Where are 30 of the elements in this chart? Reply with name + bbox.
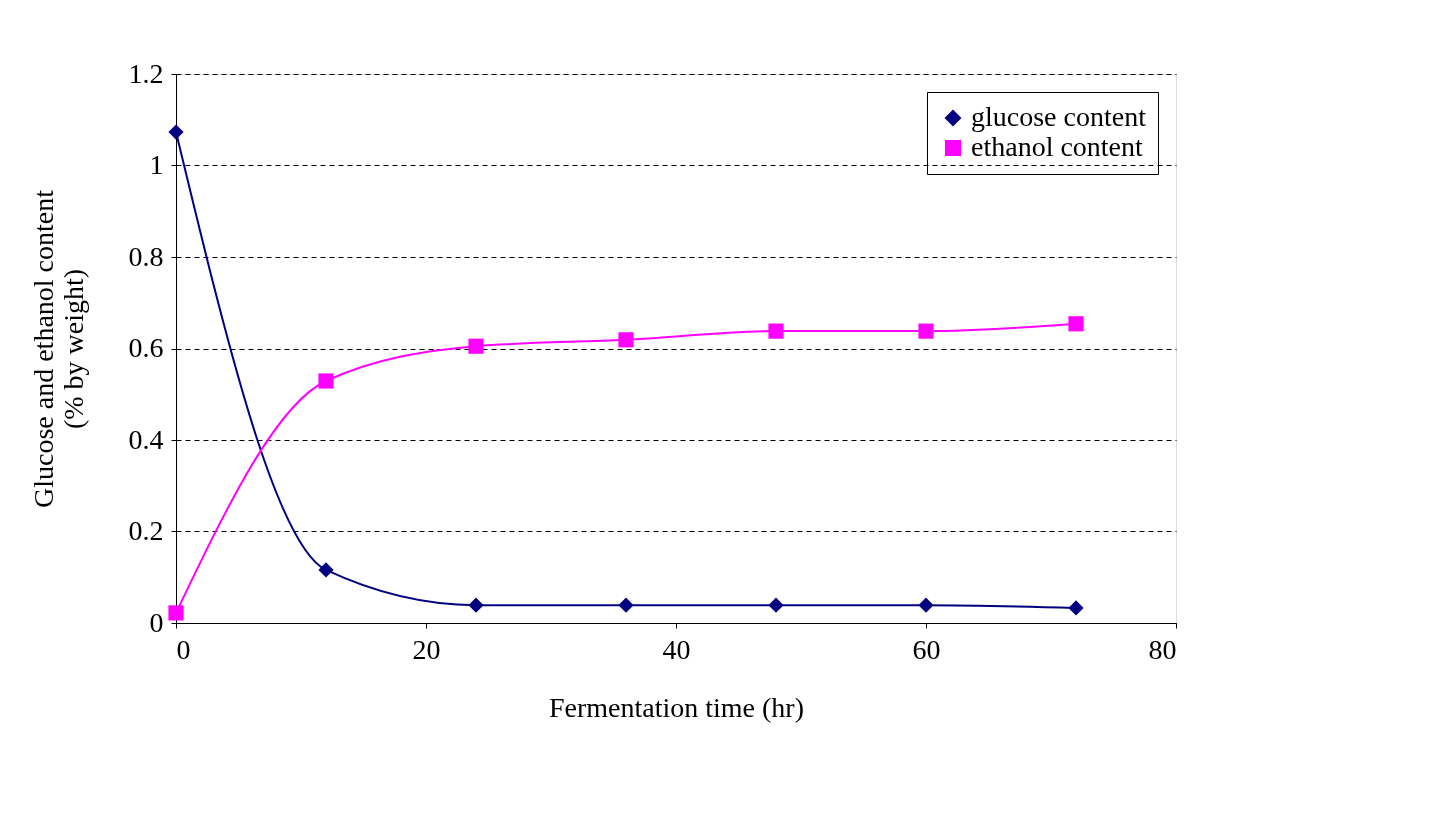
point — [318, 373, 334, 389]
y-tick-label: 0 — [149, 606, 164, 638]
y-tick-label: 0.8 — [128, 240, 164, 272]
point — [618, 597, 634, 613]
point — [768, 323, 784, 339]
point — [1068, 316, 1084, 332]
point — [468, 597, 484, 613]
y-tick-label: 0.6 — [128, 332, 164, 363]
x-tick-label: 0 — [176, 633, 191, 665]
legend-label: ethanol content — [971, 131, 1144, 162]
point — [168, 605, 184, 621]
point — [918, 597, 934, 613]
x-tick-label: 80 — [1148, 633, 1177, 665]
y-tick-label: 1.2 — [128, 57, 164, 89]
x-axis-title: Fermentation time (hr) — [548, 691, 805, 723]
point — [168, 124, 184, 140]
point — [768, 597, 784, 613]
y-tick-label: 0.4 — [128, 423, 164, 455]
y-tick-label: 1 — [149, 149, 164, 180]
x-tick-label: 60 — [912, 633, 941, 665]
legend-label: glucose content — [971, 101, 1147, 132]
point — [468, 338, 484, 354]
point — [1068, 600, 1084, 616]
point — [918, 323, 934, 339]
x-tick-label: 40 — [662, 633, 691, 665]
point — [618, 332, 634, 348]
x-tick-label: 20 — [412, 633, 441, 665]
y-axis-title: Glucose and ethanol content (% by weight) — [27, 189, 89, 509]
point — [318, 562, 334, 578]
y-tick-label: 0.2 — [128, 515, 164, 546]
